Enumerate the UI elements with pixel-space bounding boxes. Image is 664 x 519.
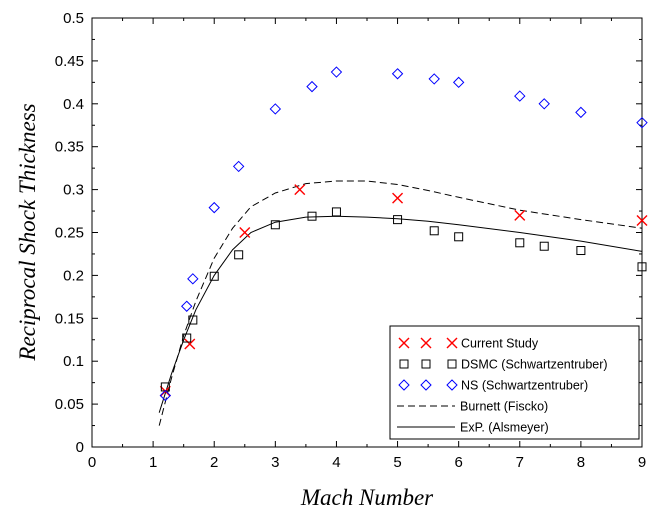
y-tick-label: 0.35 bbox=[55, 139, 84, 156]
x-tick-label: 6 bbox=[454, 454, 462, 471]
y-tick-label: 0.45 bbox=[55, 53, 84, 70]
legend-square-marker bbox=[447, 359, 457, 369]
legend-diamond-marker bbox=[420, 379, 432, 391]
x-tick-label: 9 bbox=[638, 454, 646, 471]
x-tick-label: 5 bbox=[393, 454, 401, 471]
diamond-point bbox=[330, 66, 343, 78]
diamond-point bbox=[575, 106, 587, 119]
legend-x-marker bbox=[446, 337, 458, 349]
x-point-stroke-b bbox=[392, 192, 404, 204]
legend-label: NS (Schwartzentruber) bbox=[461, 379, 588, 393]
square-point bbox=[429, 226, 439, 236]
square-point bbox=[209, 271, 219, 281]
x-point-stroke-b bbox=[294, 184, 306, 196]
legend-box bbox=[389, 325, 640, 440]
tick-labels: 0 1 2 3 4 5 6 7 8 9 0 0.05 0.1 0.15 0.2 0.25 0.3 0.35 0.4 0… bbox=[55, 10, 646, 471]
y-tick-label: 0 bbox=[76, 439, 84, 456]
series-lines bbox=[158, 180, 643, 426]
y-tick-label: 0.05 bbox=[55, 396, 84, 413]
diamond-point bbox=[452, 76, 465, 89]
diamond-point bbox=[181, 300, 193, 312]
experiment-line bbox=[158, 215, 643, 413]
diamond-point bbox=[514, 90, 526, 102]
x-tick-label: 3 bbox=[271, 454, 279, 471]
square-point bbox=[234, 250, 244, 260]
square-point bbox=[515, 238, 525, 248]
square-point bbox=[331, 207, 341, 217]
x-tick-label: 4 bbox=[332, 454, 340, 471]
square-point bbox=[188, 315, 198, 325]
diamond-point bbox=[159, 389, 172, 402]
square-point bbox=[270, 220, 280, 230]
x-point-stroke-b bbox=[514, 209, 526, 221]
y-tick-label: 0.25 bbox=[55, 225, 84, 242]
y-tick-label: 0.1 bbox=[63, 353, 84, 370]
y-tick-label: 0.2 bbox=[63, 267, 84, 284]
x-point-stroke-b bbox=[239, 227, 251, 238]
y-tick-label: 0.4 bbox=[63, 96, 84, 113]
x-point bbox=[636, 214, 648, 226]
legend-square-marker bbox=[421, 359, 431, 369]
legend-items: Current Study DSMC (Schwartzentruber) NS (… bbox=[397, 337, 608, 435]
diamond-point bbox=[269, 103, 282, 115]
legend: Current Study DSMC (Schwartzentruber) NS (… bbox=[389, 325, 640, 440]
square-point bbox=[393, 215, 403, 225]
x-tick-label: 8 bbox=[577, 454, 585, 471]
axis-ticks bbox=[91, 17, 643, 448]
diamond-point bbox=[306, 80, 318, 93]
y-tick-label: 0.15 bbox=[55, 310, 84, 327]
burnett-line bbox=[158, 180, 643, 426]
square-point bbox=[576, 246, 586, 256]
legend-diamond-marker bbox=[398, 379, 410, 391]
diamond-point bbox=[428, 73, 440, 85]
diamond-point bbox=[208, 201, 220, 214]
legend-x-marker-stroke-b bbox=[398, 337, 410, 349]
legend-square-marker bbox=[399, 359, 409, 369]
legend-label: Burnett (Fiscko) bbox=[460, 400, 548, 414]
x-point-stroke-b bbox=[184, 338, 196, 350]
legend-x-marker bbox=[398, 337, 410, 349]
x-tick-label: 7 bbox=[516, 454, 524, 471]
legend-diamond-marker bbox=[446, 379, 458, 391]
diamond-point bbox=[391, 68, 404, 80]
legend-label: ExP. (Alsmeyer) bbox=[460, 421, 549, 435]
x-point bbox=[514, 209, 526, 221]
y-tick-label: 0.5 bbox=[63, 10, 84, 27]
x-point bbox=[392, 192, 404, 204]
diamond-point bbox=[187, 273, 199, 285]
diamond-point bbox=[232, 160, 245, 173]
x-point bbox=[184, 338, 196, 350]
x-point bbox=[239, 227, 251, 238]
x-tick-label: 2 bbox=[210, 454, 218, 471]
square-point bbox=[637, 262, 647, 272]
square-point bbox=[307, 211, 317, 221]
legend-x-marker-stroke-b bbox=[446, 337, 458, 349]
legend-x-marker bbox=[420, 337, 432, 349]
legend-label: Current Study bbox=[461, 337, 539, 351]
legend-x-marker-stroke-b bbox=[420, 337, 432, 349]
x-tick-label: 1 bbox=[149, 454, 157, 471]
x-point-stroke-b bbox=[636, 214, 648, 226]
x-point bbox=[294, 184, 306, 196]
y-axis-title: Reciprocal Shock Thickness bbox=[15, 103, 40, 361]
legend-label: DSMC (Schwartzentruber) bbox=[461, 358, 608, 372]
square-point bbox=[182, 333, 192, 343]
x-tick-label: 0 bbox=[88, 454, 96, 471]
y-tick-label: 0.3 bbox=[63, 182, 84, 199]
x-axis-title: Mach Number bbox=[300, 485, 434, 510]
series-markers bbox=[159, 66, 648, 402]
square-point bbox=[454, 232, 464, 242]
diamond-point bbox=[538, 98, 550, 110]
diamond-point bbox=[636, 116, 648, 129]
square-point bbox=[539, 241, 549, 251]
